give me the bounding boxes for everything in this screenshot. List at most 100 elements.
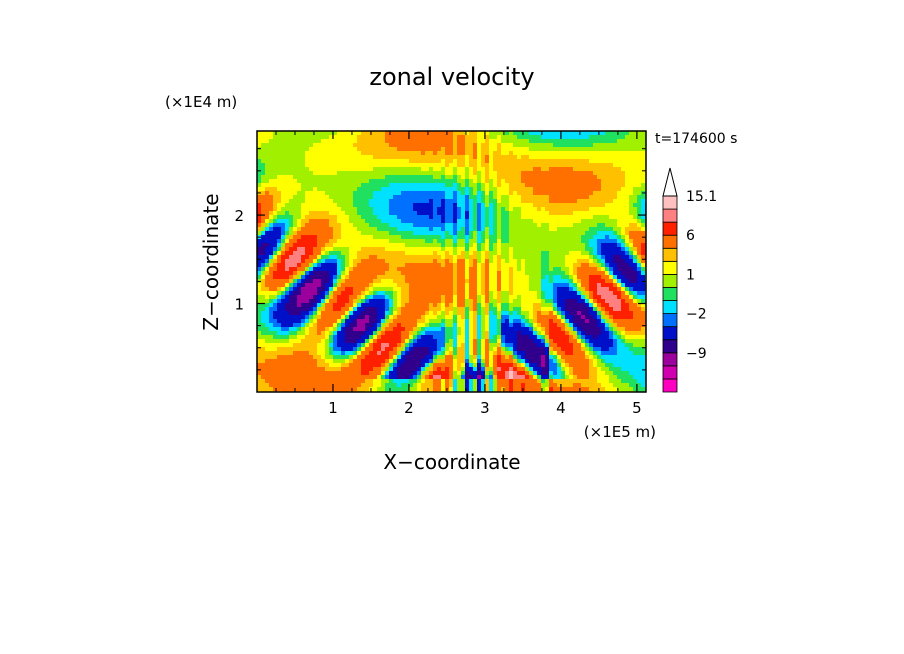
heatmap-cell	[257, 319, 262, 324]
heatmap-cell	[449, 267, 454, 272]
heatmap-cell	[377, 219, 382, 224]
heatmap-cell	[437, 195, 442, 200]
heatmap-cell	[529, 303, 534, 308]
heatmap-cell	[345, 131, 350, 136]
heatmap-cell	[545, 147, 550, 152]
heatmap-cell	[397, 283, 402, 288]
heatmap-cell	[297, 323, 302, 328]
heatmap-cell	[613, 215, 618, 220]
heatmap-cell	[461, 135, 466, 140]
heatmap-cell	[437, 283, 442, 288]
heatmap-cell	[577, 159, 582, 164]
heatmap-cell	[453, 267, 458, 272]
heatmap-cell	[477, 219, 482, 224]
heatmap-cell	[409, 259, 414, 264]
heatmap-cell	[449, 143, 454, 148]
heatmap-cell	[533, 147, 538, 152]
heatmap-cell	[581, 211, 586, 216]
heatmap-cell	[405, 207, 410, 212]
heatmap-cell	[265, 299, 270, 304]
heatmap-cell	[369, 199, 374, 204]
heatmap-cell	[289, 179, 294, 184]
heatmap-cell	[637, 187, 642, 192]
heatmap-cell	[545, 159, 550, 164]
heatmap-cell	[577, 183, 582, 188]
heatmap-cell	[297, 235, 302, 240]
heatmap-cell	[389, 195, 394, 200]
heatmap-cell	[333, 231, 338, 236]
heatmap-cell	[421, 291, 426, 296]
heatmap-cell	[289, 243, 294, 248]
heatmap-cell	[369, 247, 374, 252]
heatmap-cell	[533, 239, 538, 244]
heatmap-cell	[333, 207, 338, 212]
heatmap-cell	[585, 163, 590, 168]
heatmap-cell	[441, 327, 446, 332]
heatmap-cell	[345, 191, 350, 196]
heatmap-cell	[489, 163, 494, 168]
heatmap-cell	[597, 323, 602, 328]
heatmap-cell	[425, 147, 430, 152]
heatmap-cell	[345, 215, 350, 220]
heatmap-cell	[329, 179, 334, 184]
heatmap-cell	[373, 207, 378, 212]
heatmap-cell	[517, 219, 522, 224]
heatmap-cell	[553, 239, 558, 244]
heatmap-cell	[301, 143, 306, 148]
heatmap-cell	[529, 183, 534, 188]
heatmap-cell	[473, 215, 478, 220]
heatmap-cell	[305, 267, 310, 272]
heatmap-cell	[429, 215, 434, 220]
heatmap-cell	[641, 275, 646, 280]
heatmap-cell	[273, 179, 278, 184]
heatmap-cell	[373, 191, 378, 196]
heatmap-cell	[601, 131, 606, 136]
heatmap-cell	[353, 295, 358, 300]
heatmap-cell	[533, 287, 538, 292]
heatmap-cell	[361, 231, 366, 236]
heatmap-cell	[577, 307, 582, 312]
heatmap-cell	[389, 175, 394, 180]
heatmap-cell	[529, 267, 534, 272]
heatmap-cell	[273, 283, 278, 288]
heatmap-cell	[257, 167, 262, 172]
heatmap-cell	[365, 223, 370, 228]
heatmap-cell	[497, 227, 502, 232]
heatmap-cell	[421, 311, 426, 316]
heatmap-cell	[449, 243, 454, 248]
heatmap-cell	[509, 283, 514, 288]
heatmap-cell	[625, 323, 630, 328]
heatmap-cell	[461, 247, 466, 252]
heatmap-cell	[437, 331, 442, 336]
heatmap-cell	[357, 231, 362, 236]
heatmap-cell	[461, 267, 466, 272]
heatmap-cell	[477, 323, 482, 328]
heatmap-cell	[357, 139, 362, 144]
heatmap-cell	[373, 215, 378, 220]
heatmap-cell	[365, 227, 370, 232]
heatmap-cell	[285, 151, 290, 156]
heatmap-cell	[473, 263, 478, 268]
heatmap-cell	[569, 259, 574, 264]
heatmap-cell	[413, 143, 418, 148]
heatmap-cell	[597, 199, 602, 204]
heatmap-cell	[357, 147, 362, 152]
heatmap-cell	[629, 251, 634, 256]
heatmap-cell	[557, 215, 562, 220]
heatmap-cell	[425, 323, 430, 328]
heatmap-cell	[565, 159, 570, 164]
heatmap-cell	[513, 331, 518, 336]
heatmap-cell	[281, 323, 286, 328]
heatmap-cell	[277, 167, 282, 172]
heatmap-cell	[277, 235, 282, 240]
heatmap-cell	[257, 231, 262, 236]
heatmap-cell	[473, 279, 478, 284]
heatmap-cell	[381, 143, 386, 148]
heatmap-cell	[361, 295, 366, 300]
heatmap-cell	[305, 287, 310, 292]
heatmap-cell	[597, 247, 602, 252]
heatmap-cell	[281, 163, 286, 168]
heatmap-cell	[405, 227, 410, 232]
heatmap-cell	[565, 191, 570, 196]
heatmap-cell	[465, 187, 470, 192]
